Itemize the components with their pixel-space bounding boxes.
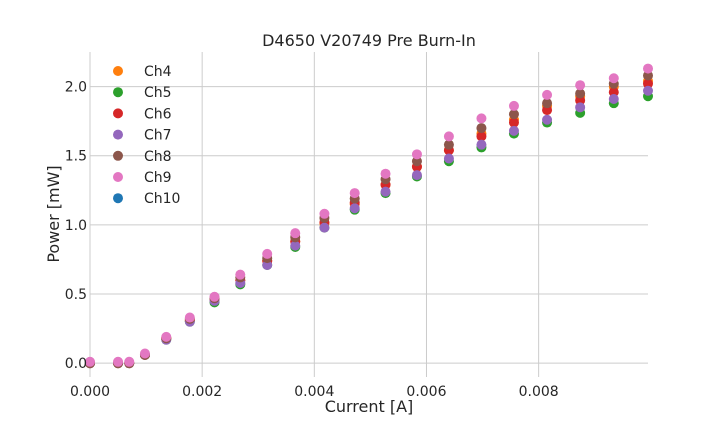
legend-label: Ch9 [144, 170, 172, 186]
data-points [85, 63, 653, 369]
data-point [508, 117, 519, 128]
y-tick-label: 2.0 [65, 80, 87, 96]
data-point [411, 149, 422, 160]
data-point [508, 109, 519, 120]
data-point [380, 168, 391, 179]
legend-marker [113, 108, 123, 119]
y-tick-label: 1.0 [65, 218, 87, 234]
x-tick-label: 0.008 [519, 384, 559, 400]
data-point [290, 240, 301, 251]
data-point [235, 269, 246, 280]
y-axis-label: Power [mW] [44, 165, 63, 262]
data-point [443, 153, 454, 164]
data-point [575, 95, 586, 106]
data-point [542, 98, 553, 109]
data-point [290, 228, 301, 239]
grid [89, 52, 648, 377]
y-tick-label: 0.0 [65, 356, 87, 372]
data-point [508, 125, 519, 136]
data-point [319, 222, 330, 233]
data-point [542, 105, 553, 116]
legend-label: Ch7 [144, 128, 172, 144]
plot-area [90, 52, 648, 377]
data-point [476, 139, 487, 150]
data-point [319, 208, 330, 219]
data-point [262, 248, 273, 259]
legend-marker [113, 87, 123, 98]
x-tick-label: 0.004 [294, 384, 334, 400]
data-point [575, 80, 586, 91]
x-tick-label: 0.006 [406, 384, 446, 400]
data-point [124, 356, 135, 367]
data-point [476, 131, 487, 142]
data-point [443, 139, 454, 150]
x-axis-label: Current [A] [325, 397, 414, 416]
data-point [608, 94, 619, 105]
data-point [542, 89, 553, 100]
data-point [608, 73, 619, 84]
data-point [643, 63, 653, 74]
data-point [643, 85, 653, 96]
x-tick-labels: 0.000 0.002 0.004 0.006 0.008 [70, 384, 559, 400]
data-point [411, 170, 422, 181]
data-point [209, 291, 220, 302]
series-ch9 [85, 63, 653, 367]
legend-marker [113, 66, 123, 76]
data-point [113, 356, 124, 367]
data-point [443, 131, 454, 142]
data-point [542, 114, 553, 125]
chart-title: D4650 V20749 Pre Burn-In [262, 31, 476, 50]
data-point [508, 100, 519, 111]
legend-marker [113, 193, 123, 204]
data-point [262, 259, 273, 270]
legend-label: Ch5 [144, 85, 172, 101]
data-point [608, 87, 619, 98]
y-tick-labels: 0.0 0.5 1.0 1.5 2.0 [65, 80, 87, 373]
data-point [643, 78, 653, 89]
y-tick-label: 1.5 [65, 149, 87, 165]
data-point [476, 113, 487, 124]
data-point [380, 186, 391, 197]
data-point [161, 331, 172, 342]
data-point [575, 88, 586, 99]
x-tick-label: 0.002 [182, 384, 222, 400]
legend-label: Ch4 [144, 64, 172, 80]
data-point [349, 203, 360, 214]
legend-label: Ch10 [144, 191, 180, 207]
data-point [85, 356, 95, 367]
data-point [575, 102, 586, 113]
legend-marker [113, 150, 123, 161]
data-point [411, 156, 422, 167]
x-tick-label: 0.000 [70, 384, 110, 400]
data-point [349, 188, 360, 199]
data-point [139, 348, 150, 359]
legend-marker [113, 172, 123, 182]
data-point [184, 312, 195, 323]
legend-marker [113, 129, 123, 140]
legend-label: Ch6 [144, 106, 172, 122]
legend-label: Ch8 [144, 149, 172, 165]
data-point [476, 123, 487, 134]
y-tick-label: 0.5 [65, 287, 87, 303]
data-point [643, 70, 653, 81]
legend: Ch4 Ch5 Ch6 Ch7 Ch8 Ch9 Ch10 [113, 64, 180, 207]
